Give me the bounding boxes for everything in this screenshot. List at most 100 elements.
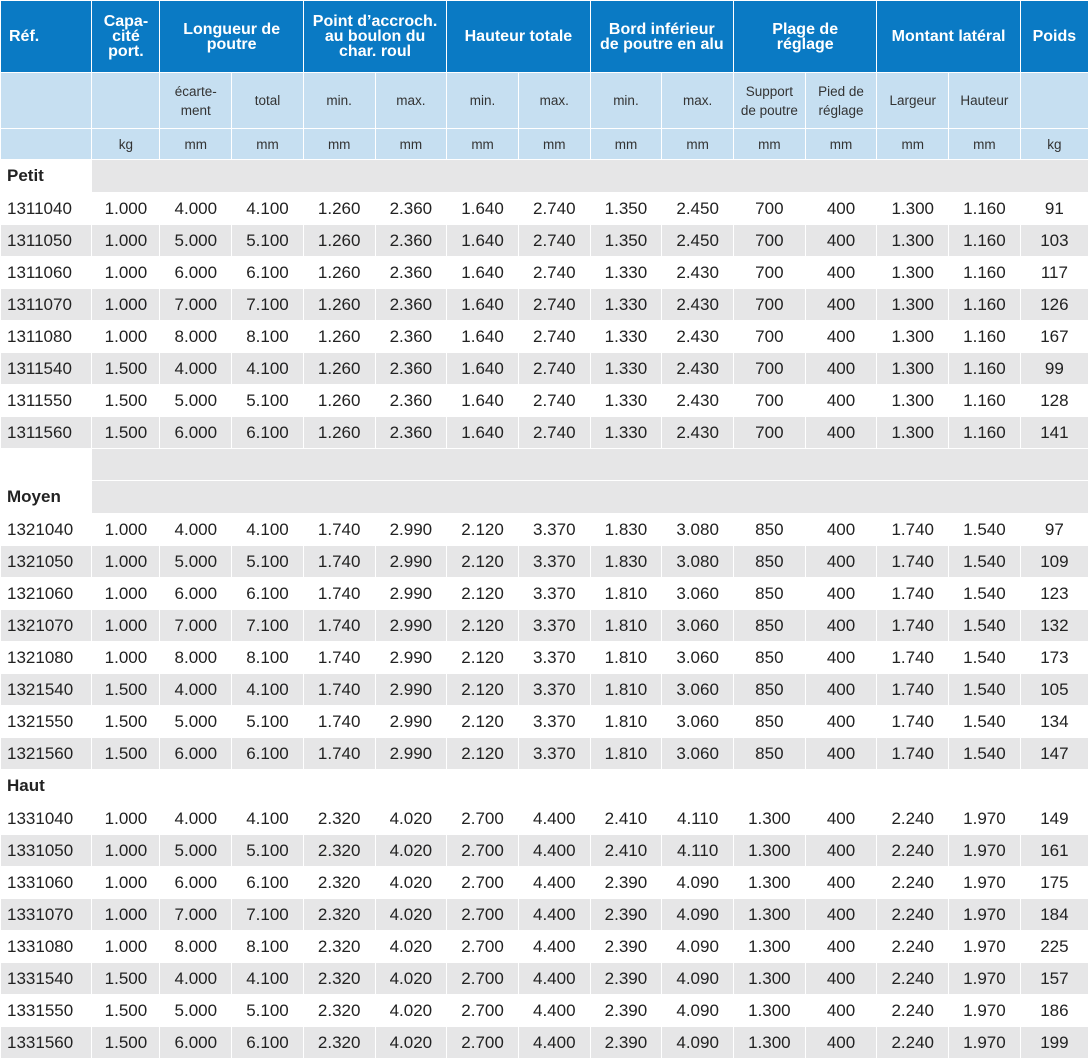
- value-cell: 4.100: [231, 962, 304, 995]
- value-cell: 700: [733, 224, 806, 257]
- unit-cell: [0, 128, 93, 160]
- ref-cell: 1311560: [0, 416, 93, 449]
- value-cell: 1.300: [876, 192, 950, 225]
- value-cell: 1.000: [91, 320, 161, 353]
- value-cell: 400: [804, 513, 878, 546]
- value-cell: 7.000: [159, 609, 233, 642]
- table-row: 1311550 1.500 5.000 5.100 1.260 2.360 1.640 2.7…: [0, 384, 1089, 417]
- unit-cell: mm: [517, 128, 591, 160]
- value-cell: 2.360: [374, 320, 448, 353]
- value-cell: 105: [1019, 673, 1089, 706]
- value-cell: 1.350: [589, 192, 663, 225]
- value-cell: 1.000: [91, 288, 161, 321]
- unit-cell: mm: [661, 128, 734, 160]
- group-filler-cell: [159, 769, 233, 803]
- value-cell: 2.360: [374, 288, 448, 321]
- value-cell: 4.000: [159, 352, 233, 385]
- ref-cell: 1311060: [0, 256, 93, 289]
- ref-cell: 1321080: [0, 641, 93, 674]
- value-cell: 5.000: [159, 384, 233, 417]
- value-cell: 2.390: [589, 962, 663, 995]
- value-cell: 2.990: [374, 641, 448, 674]
- value-cell: 1.970: [948, 930, 1021, 963]
- value-cell: 5.000: [159, 224, 233, 257]
- value-cell: 1.330: [589, 352, 663, 385]
- subheader-cell: Largeur: [876, 72, 950, 129]
- value-cell: 99: [1019, 352, 1089, 385]
- subheader-cell: Hauteur: [948, 72, 1021, 129]
- value-cell: 2.320: [302, 802, 376, 835]
- value-cell: 1.740: [302, 609, 376, 642]
- value-cell: 1.300: [876, 352, 950, 385]
- value-cell: 4.100: [231, 673, 304, 706]
- value-cell: 5.100: [231, 384, 304, 417]
- value-cell: 2.240: [876, 1026, 950, 1059]
- value-cell: 3.370: [517, 609, 591, 642]
- table-row: 1321550 1.500 5.000 5.100 1.740 2.990 2.120 3.3…: [0, 705, 1089, 738]
- ref-cell: 1331560: [0, 1026, 93, 1059]
- value-cell: 2.120: [446, 673, 519, 706]
- value-cell: 123: [1019, 577, 1089, 610]
- unit-cell: mm: [876, 128, 950, 160]
- value-cell: 1.810: [589, 705, 663, 738]
- value-cell: 4.100: [231, 352, 304, 385]
- value-cell: 1.500: [91, 384, 161, 417]
- header-total-height: Hauteur totale: [446, 0, 591, 73]
- header-side-post: Montant latéral: [876, 0, 1021, 73]
- value-cell: 850: [733, 673, 806, 706]
- value-cell: 4.400: [517, 802, 591, 835]
- value-cell: 1.970: [948, 1026, 1021, 1059]
- value-cell: 186: [1019, 994, 1089, 1027]
- value-cell: 2.320: [302, 898, 376, 931]
- value-cell: 4.020: [374, 866, 448, 899]
- table-row: 1311080 1.000 8.000 8.100 1.260 2.360 1.640 2.7…: [0, 320, 1089, 353]
- value-cell: 1.500: [91, 962, 161, 995]
- value-cell: 1.740: [876, 673, 950, 706]
- value-cell: 5.100: [231, 834, 304, 867]
- value-cell: 2.360: [374, 416, 448, 449]
- value-cell: 400: [804, 802, 878, 835]
- value-cell: 4.000: [159, 962, 233, 995]
- value-cell: 400: [804, 320, 878, 353]
- value-cell: 2.120: [446, 545, 519, 578]
- value-cell: 1.810: [589, 673, 663, 706]
- value-cell: 1.540: [948, 641, 1021, 674]
- value-cell: 8.100: [231, 641, 304, 674]
- value-cell: 2.700: [446, 834, 519, 867]
- value-cell: 4.090: [661, 962, 734, 995]
- value-cell: 149: [1019, 802, 1089, 835]
- value-cell: 6.000: [159, 416, 233, 449]
- value-cell: 700: [733, 384, 806, 417]
- subheader-cell: Pied de réglage: [804, 72, 878, 129]
- header-beam-length: Longueur de poutre: [159, 0, 304, 73]
- table-row: 1321080 1.000 8.000 8.100 1.740 2.990 2.120 3.3…: [0, 641, 1089, 674]
- value-cell: 850: [733, 545, 806, 578]
- value-cell: 1.330: [589, 288, 663, 321]
- value-cell: 2.390: [589, 1026, 663, 1059]
- value-cell: 1.260: [302, 256, 376, 289]
- table-row: 1321050 1.000 5.000 5.100 1.740 2.990 2.120 3.3…: [0, 545, 1089, 578]
- value-cell: 6.100: [231, 866, 304, 899]
- value-cell: 400: [804, 1026, 878, 1059]
- ref-cell: 1311050: [0, 224, 93, 257]
- value-cell: 1.740: [302, 545, 376, 578]
- value-cell: 2.410: [589, 802, 663, 835]
- value-cell: 2.430: [661, 320, 734, 353]
- value-cell: 5.000: [159, 994, 233, 1027]
- value-cell: 6.100: [231, 577, 304, 610]
- value-cell: 1.640: [446, 192, 519, 225]
- value-cell: 400: [804, 224, 878, 257]
- value-cell: 117: [1019, 256, 1089, 289]
- value-cell: 3.060: [661, 641, 734, 674]
- value-cell: 2.360: [374, 384, 448, 417]
- value-cell: 1.300: [733, 962, 806, 995]
- table-row: 1311050 1.000 5.000 5.100 1.260 2.360 1.640 2.7…: [0, 224, 1089, 257]
- ref-cell: 1331550: [0, 994, 93, 1027]
- value-cell: 126: [1019, 288, 1089, 321]
- value-cell: 4.000: [159, 192, 233, 225]
- value-cell: 4.400: [517, 1026, 591, 1059]
- value-cell: 1.300: [733, 834, 806, 867]
- value-cell: 2.390: [589, 866, 663, 899]
- group-filler: [91, 159, 1089, 193]
- value-cell: 1.300: [733, 930, 806, 963]
